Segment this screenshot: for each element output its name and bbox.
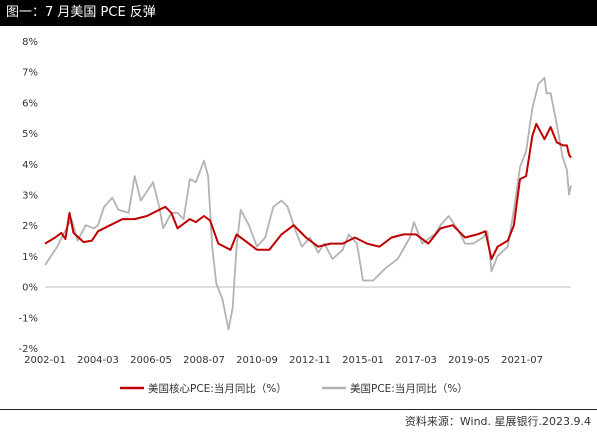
source-note: 资料来源：Wind. 星展银行.2023.9.4 [404, 415, 591, 428]
x-tick-label: 2002-01 [24, 355, 66, 366]
x-tick-label: 2004-03 [77, 355, 119, 366]
x-axis-ticks: 2002-01 2004-03 2006-05 2008-07 2010-09 2012-… [24, 355, 543, 366]
x-tick-label: 2017-03 [395, 355, 437, 366]
x-tick-label: 2006-05 [130, 355, 172, 366]
y-tick-label: 1% [22, 252, 38, 263]
y-axis-ticks: -2% -1% 0% 1% 2% 3% 4% 5% 6% 7% 8% [19, 37, 38, 355]
y-tick-label: 0% [22, 283, 38, 294]
y-tick-label: 7% [22, 68, 38, 79]
y-tick-label: 3% [22, 191, 38, 202]
y-tick-label: -1% [19, 313, 38, 324]
series-line-core-pce [44, 122, 572, 260]
y-tick-label: 8% [22, 37, 38, 48]
legend: 美国核心PCE:当月同比（%） 美国PCE:当月同比（%） [120, 382, 468, 395]
y-tick-label: 4% [22, 160, 38, 171]
y-tick-label: 2% [22, 221, 38, 232]
x-tick-label: 2010-09 [236, 355, 278, 366]
x-tick-label: 2008-07 [183, 355, 225, 366]
x-tick-label: 2012-11 [289, 355, 331, 366]
y-tick-label: -2% [19, 344, 38, 355]
series-lines [44, 76, 572, 331]
pce-line-chart: -2%-1%0%1%2%3%4%5%6%7%8% 2002-01 2004-03 2… [19, 37, 572, 395]
footer-divider [0, 409, 597, 410]
legend-label: 美国核心PCE:当月同比（%） [148, 382, 287, 395]
chart-title: 图一：7 月美国 PCE 反弹 [0, 0, 597, 26]
x-tick-label: 2015-01 [342, 355, 384, 366]
y-tick-label: 6% [22, 98, 38, 109]
x-tick-label: 2021-07 [501, 355, 543, 366]
y-tick-label: 5% [22, 129, 38, 140]
x-tick-label: 2019-05 [448, 355, 490, 366]
series-line-pce [44, 76, 572, 331]
legend-label: 美国PCE:当月同比（%） [350, 382, 468, 395]
